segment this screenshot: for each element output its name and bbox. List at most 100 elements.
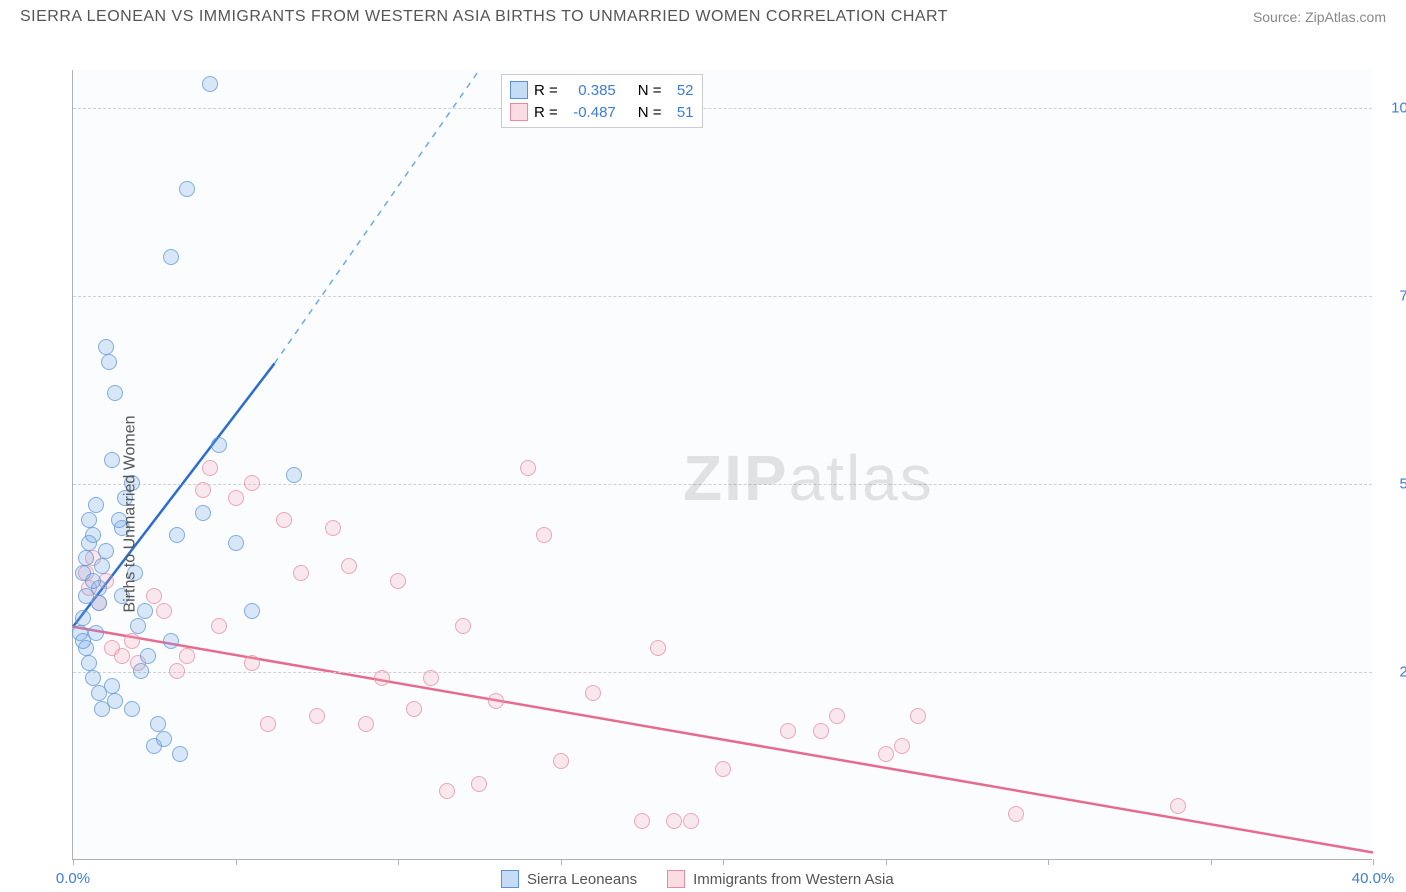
x-tick [1211,859,1212,865]
data-point [683,813,699,829]
data-point [179,648,195,664]
x-tick [73,859,74,865]
n-label: N = [638,104,662,121]
data-point [228,490,244,506]
trend-lines [73,70,1373,860]
x-tick-label: 40.0% [1352,870,1395,887]
data-point [715,761,731,777]
data-point [276,512,292,528]
r-value-b: -0.487 [564,104,616,121]
data-point [1008,806,1024,822]
data-point [163,633,179,649]
legend-label-b: Immigrants from Western Asia [693,871,894,888]
data-point [124,701,140,717]
data-point [124,633,140,649]
data-point [85,573,101,589]
x-tick [1373,859,1374,865]
legend-label-a: Sierra Leoneans [527,871,637,888]
y-tick-label: 25.0% [1382,663,1406,680]
x-tick [1048,859,1049,865]
data-point [374,670,390,686]
data-point [286,467,302,483]
data-point [133,663,149,679]
data-point [85,527,101,543]
data-point [244,475,260,491]
y-axis-label: Births to Unmarried Women [122,415,140,612]
data-point [140,648,156,664]
data-point [309,708,325,724]
chart-header: SIERRA LEONEAN VS IMMIGRANTS FROM WESTER… [0,0,1406,30]
data-point [81,655,97,671]
data-point [878,746,894,762]
data-point [107,693,123,709]
plot-area: 25.0%50.0%75.0%100.0%0.0%40.0% [72,70,1372,860]
r-label: R = [534,82,558,99]
data-point [666,813,682,829]
data-point [78,588,94,604]
legend-item-a: Sierra Leoneans [501,870,637,888]
data-point [488,693,504,709]
gridline [73,484,1372,485]
data-point [75,610,91,626]
data-point [78,550,94,566]
swatch-b [667,870,685,888]
r-label: R = [534,104,558,121]
data-point [114,648,130,664]
swatch-a [510,81,528,99]
data-point [156,603,172,619]
r-value-a: 0.385 [564,82,616,99]
data-point [163,249,179,265]
n-label: N = [638,82,662,99]
data-point [423,670,439,686]
data-point [101,354,117,370]
n-value-b: 51 [668,104,694,121]
data-point [650,640,666,656]
data-point [894,738,910,754]
data-point [829,708,845,724]
data-point [98,543,114,559]
data-point [813,723,829,739]
data-point [172,746,188,762]
data-point [146,588,162,604]
data-point [634,813,650,829]
data-point [202,460,218,476]
data-point [341,558,357,574]
chart-title: SIERRA LEONEAN VS IMMIGRANTS FROM WESTER… [20,8,948,26]
data-point [325,520,341,536]
data-point [169,663,185,679]
correlation-row-a: R = 0.385 N = 52 [510,79,694,101]
data-point [211,618,227,634]
data-point [390,573,406,589]
data-point [94,558,110,574]
source-attribution: Source: ZipAtlas.com [1253,9,1386,25]
data-point [98,339,114,355]
y-tick-label: 75.0% [1382,287,1406,304]
series-legend: Sierra Leoneans Immigrants from Western … [501,870,894,888]
data-point [536,527,552,543]
swatch-b [510,103,528,121]
data-point [169,527,185,543]
data-point [202,76,218,92]
swatch-a [501,870,519,888]
data-point [228,535,244,551]
data-point [130,618,146,634]
data-point [179,181,195,197]
x-tick [723,859,724,865]
data-point [439,783,455,799]
gridline [73,296,1372,297]
data-point [195,482,211,498]
x-tick [561,859,562,865]
data-point [244,655,260,671]
data-point [585,685,601,701]
data-point [81,512,97,528]
data-point [455,618,471,634]
data-point [244,603,260,619]
data-point [910,708,926,724]
x-tick [886,859,887,865]
data-point [195,505,211,521]
correlation-row-b: R = -0.487 N = 51 [510,101,694,123]
data-point [260,716,276,732]
data-point [88,497,104,513]
y-tick-label: 100.0% [1382,99,1406,116]
data-point [104,452,120,468]
